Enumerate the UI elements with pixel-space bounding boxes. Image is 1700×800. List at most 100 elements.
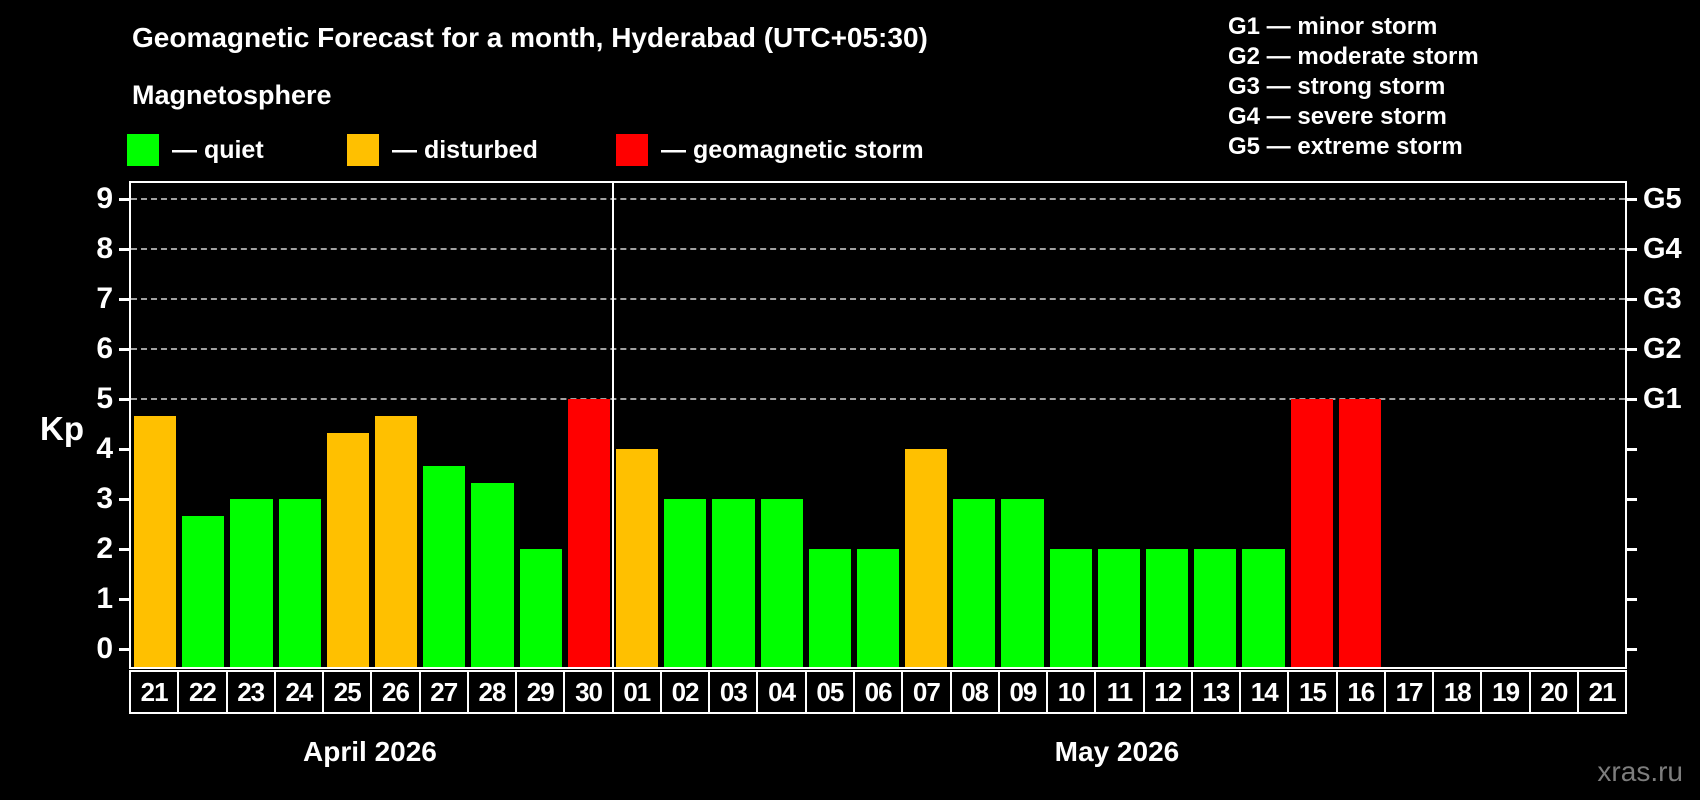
kp-bar <box>760 499 803 667</box>
date-cell: 14 <box>1239 670 1290 714</box>
date-cell: 21 <box>129 670 180 714</box>
kp-bar <box>182 515 225 667</box>
disturbed-color-swatch <box>347 134 379 166</box>
y-tick-right <box>1625 347 1637 351</box>
date-cell: 21 <box>1576 670 1628 714</box>
kp-bar <box>519 549 562 667</box>
date-strip: 21 22 23 24 25 26 27 28 29 30 01 02 03 04 05 06 07 08 09 10… <box>129 670 1628 714</box>
y-tick-label: 2 <box>96 532 113 565</box>
page-title: Geomagnetic Forecast for a month, Hydera… <box>132 22 928 53</box>
kp-bar <box>664 499 707 667</box>
kp-bar <box>326 432 369 667</box>
y-tick-label: 3 <box>96 482 113 515</box>
date-cell: 20 <box>1528 670 1579 714</box>
date-cell: 03 <box>708 670 759 714</box>
y-tick-label: 9 <box>96 182 113 215</box>
y-tick-left <box>119 647 131 651</box>
date-cell: 09 <box>997 670 1049 714</box>
g-legend-item-g2: G2 — moderate storm <box>1228 43 1479 70</box>
kp-bar <box>1194 549 1237 667</box>
g-legend-item-g4: G4 — severe storm <box>1228 103 1447 130</box>
date-cell: 11 <box>1094 670 1145 714</box>
g-legend-item-g3: G3 — strong storm <box>1228 73 1446 100</box>
kp-bar <box>134 415 177 667</box>
gridline-kp7 <box>131 298 1625 300</box>
gridline-kp9 <box>131 198 1625 200</box>
kp-bar <box>1290 399 1333 667</box>
date-cell: 25 <box>322 670 373 714</box>
date-cell: 13 <box>1190 670 1242 714</box>
y-tick-label: 5 <box>96 382 113 415</box>
date-cell: 15 <box>1287 670 1338 714</box>
storm-color-swatch <box>616 134 648 166</box>
y-tick-label: 1 <box>96 582 113 615</box>
legend-label-quiet: — quiet <box>172 135 264 164</box>
y-tick-right <box>1625 597 1637 601</box>
y-tick-left <box>119 597 131 601</box>
y-tick-left <box>119 497 131 501</box>
legend-label-storm: — geomagnetic storm <box>661 135 924 164</box>
y-tick-right <box>1625 297 1637 301</box>
y-tick-left <box>119 547 131 551</box>
chart-subtitle: Magnetosphere <box>132 80 332 110</box>
date-cell: 26 <box>370 670 421 714</box>
kp-bar <box>1242 549 1285 667</box>
kp-bar <box>230 499 273 667</box>
y-tick-left <box>119 297 131 301</box>
date-cell: 04 <box>756 670 807 714</box>
g-legend-item-g1: G1 — minor storm <box>1228 13 1438 40</box>
kp-bar <box>471 482 514 667</box>
date-cell: 30 <box>563 670 614 714</box>
kp-bar <box>615 449 659 667</box>
month-separator <box>611 183 614 667</box>
date-cell: 22 <box>177 670 228 714</box>
right-axis-label-g2: G2 <box>1643 333 1682 365</box>
quiet-color-swatch <box>127 134 159 166</box>
date-cell: 18 <box>1432 670 1483 714</box>
date-cell: 28 <box>466 670 518 714</box>
date-cell: 10 <box>1046 670 1097 714</box>
month-labels: April 2026 May 2026 <box>129 736 1627 770</box>
y-tick-label: 7 <box>96 282 113 315</box>
right-axis-label-g1: G1 <box>1643 383 1682 415</box>
month-label: May 2026 <box>1054 736 1180 767</box>
y-tick-label: 0 <box>96 632 113 665</box>
date-cell: 05 <box>804 670 855 714</box>
right-axis-label-g3: G3 <box>1643 283 1682 315</box>
y-tick-left <box>119 397 131 401</box>
kp-bar <box>712 499 755 667</box>
gridline-kp8 <box>131 248 1625 250</box>
date-cell: 23 <box>225 670 276 714</box>
kp-bar <box>1049 549 1092 667</box>
y-tick-right <box>1625 397 1637 401</box>
right-axis-label-g5: G5 <box>1643 183 1682 215</box>
y-tick-label: 6 <box>96 332 113 365</box>
kp-bar <box>1338 399 1382 667</box>
date-cell: 07 <box>901 670 952 714</box>
date-cell: 16 <box>1335 670 1386 714</box>
date-cell: 17 <box>1383 670 1435 714</box>
y-tick-right <box>1625 647 1637 651</box>
kp-bar <box>1146 549 1189 667</box>
gridline-kp5 <box>131 398 1625 400</box>
kp-bar <box>423 465 466 667</box>
kp-bar <box>905 449 948 667</box>
legend-item-storm: — geomagnetic storm <box>616 133 924 167</box>
kp-bar <box>374 415 418 667</box>
gridline-kp6 <box>131 348 1625 350</box>
date-cell: 02 <box>659 670 711 714</box>
y-tick-left <box>119 447 131 451</box>
y-tick-right <box>1625 547 1637 551</box>
date-cell: 24 <box>273 670 325 714</box>
kp-bar <box>278 499 321 667</box>
kp-bar <box>856 549 900 667</box>
plot-area: 0 1 2 3 4 5 6 7 8 9 G5 G4 G3 G2 G1 <box>96 181 1682 669</box>
date-cell: 29 <box>515 670 566 714</box>
month-label: April 2026 <box>303 736 437 767</box>
kp-bar <box>808 549 851 667</box>
g-legend-item-g5: G5 — extreme storm <box>1228 133 1463 160</box>
kp-bar <box>1001 499 1044 667</box>
y-tick-right <box>1625 497 1637 501</box>
right-axis-label-g4: G4 <box>1643 233 1682 265</box>
date-cell: 01 <box>611 670 662 714</box>
